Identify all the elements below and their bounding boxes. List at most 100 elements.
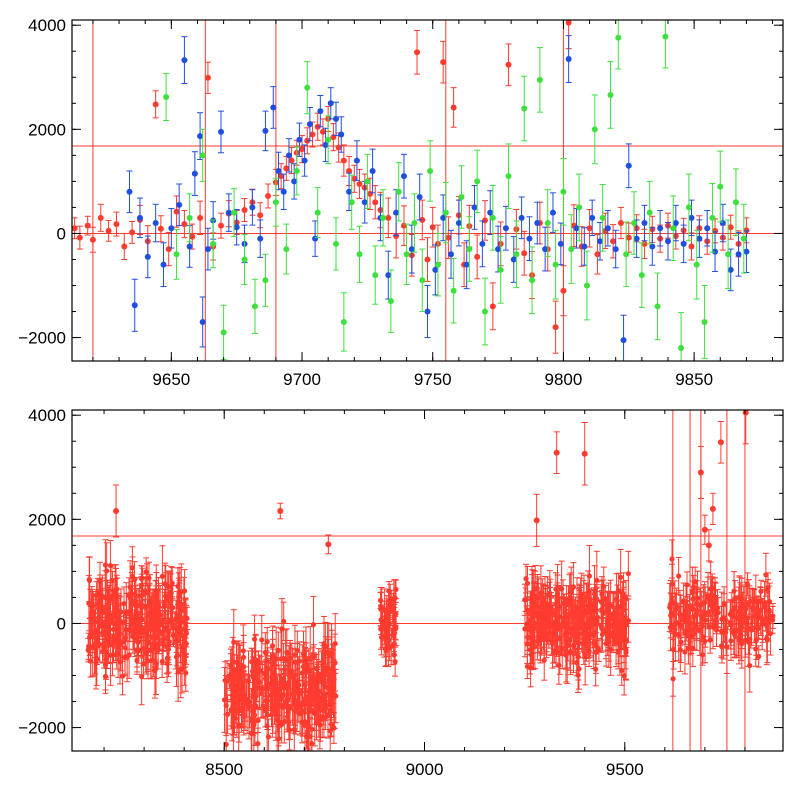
- data-point: [262, 127, 269, 134]
- data-point: [538, 590, 544, 596]
- data-point: [257, 235, 264, 242]
- data-point: [157, 612, 163, 618]
- data-point: [356, 180, 363, 187]
- data-point: [615, 34, 622, 41]
- data-point: [243, 696, 249, 702]
- data-point: [142, 588, 148, 594]
- data-point: [121, 600, 127, 607]
- data-point: [271, 671, 277, 677]
- data-point: [546, 607, 553, 613]
- data-point: [233, 224, 240, 231]
- data-point: [361, 199, 368, 206]
- data-point: [621, 673, 627, 679]
- data-point: [489, 303, 496, 310]
- data-point: [604, 225, 611, 232]
- data-point: [385, 214, 392, 221]
- data-point: [479, 240, 486, 247]
- data-point: [283, 246, 290, 253]
- y-tick-label: 0: [57, 224, 66, 243]
- data-point: [743, 227, 750, 234]
- data-point: [574, 604, 580, 610]
- data-point: [296, 136, 303, 143]
- data-point: [649, 243, 656, 250]
- data-point: [328, 721, 335, 727]
- data-point: [278, 656, 284, 662]
- data-point: [109, 593, 116, 599]
- data-point: [573, 225, 580, 232]
- data-point: [599, 214, 606, 221]
- data-point: [333, 240, 340, 247]
- data-point: [301, 702, 307, 708]
- data-point: [276, 723, 282, 729]
- data-point: [93, 660, 99, 666]
- data-point: [489, 214, 496, 221]
- data-point: [97, 641, 103, 647]
- data-point: [292, 697, 298, 703]
- data-point: [474, 178, 481, 185]
- data-point: [301, 157, 308, 164]
- data-point: [458, 194, 465, 201]
- data-point: [427, 167, 434, 174]
- data-point: [325, 665, 331, 671]
- data-point: [189, 233, 196, 240]
- plot-frame: [71, 19, 784, 362]
- x-tick-label: 9750: [414, 370, 452, 389]
- data-point: [620, 337, 627, 344]
- data-point: [217, 222, 224, 229]
- data-point: [259, 637, 265, 643]
- data-point: [253, 703, 259, 709]
- data-point: [153, 641, 159, 648]
- data-point: [424, 308, 431, 315]
- data-point: [369, 167, 376, 174]
- data-point: [414, 49, 421, 56]
- data-point: [262, 277, 269, 284]
- data-point: [306, 121, 313, 128]
- data-point: [340, 318, 347, 325]
- data-point: [502, 225, 509, 232]
- data-point: [136, 622, 142, 628]
- data-point: [270, 104, 277, 111]
- data-point: [302, 667, 308, 673]
- data-point: [594, 251, 601, 258]
- data-point: [91, 613, 97, 619]
- data-point: [544, 220, 551, 227]
- data-point: [536, 76, 543, 83]
- data-point: [241, 207, 248, 214]
- data-point: [145, 610, 151, 617]
- data-point: [565, 56, 572, 63]
- data-point: [257, 212, 264, 219]
- data-point: [455, 220, 462, 227]
- data-point: [240, 648, 246, 654]
- data-point: [623, 649, 629, 655]
- data-point: [121, 243, 128, 250]
- data-point: [139, 626, 145, 632]
- data-point: [265, 683, 272, 690]
- data-point: [353, 157, 360, 164]
- data-point: [220, 329, 227, 336]
- data-point: [386, 621, 392, 627]
- data-point: [287, 669, 293, 675]
- data-point: [597, 238, 604, 245]
- data-point: [553, 586, 559, 592]
- data-point: [148, 621, 154, 627]
- data-point: [134, 657, 140, 663]
- x-tick-label: 9850: [675, 370, 713, 389]
- data-point: [129, 565, 135, 571]
- data-point: [670, 225, 677, 232]
- data-point: [612, 246, 619, 253]
- data-point: [277, 696, 283, 702]
- data-point: [305, 723, 312, 729]
- data-point: [86, 600, 92, 606]
- data-point: [557, 650, 563, 656]
- data-point: [181, 601, 187, 607]
- data-point: [411, 220, 418, 227]
- data-point: [160, 636, 167, 642]
- data-point: [521, 105, 528, 112]
- x-tick-label: 9650: [152, 370, 190, 389]
- data-point: [240, 693, 246, 699]
- data-point: [678, 344, 685, 351]
- data-point: [129, 229, 136, 236]
- data-point: [173, 251, 180, 258]
- data-point: [685, 204, 692, 211]
- data-point: [251, 686, 257, 693]
